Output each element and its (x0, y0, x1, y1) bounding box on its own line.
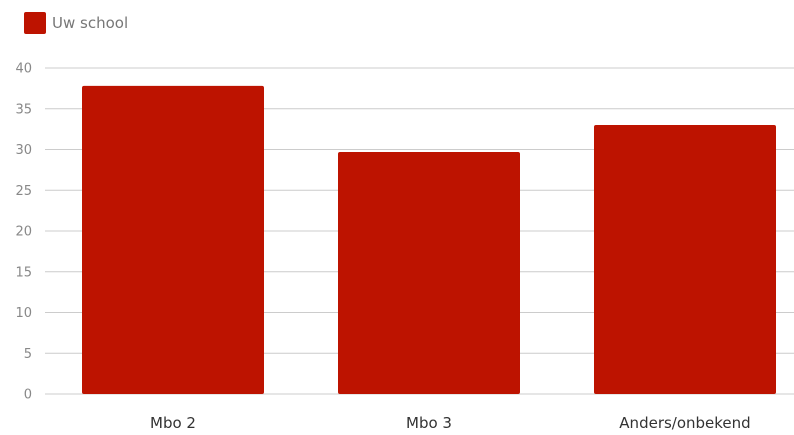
legend-label: Uw school (52, 14, 129, 32)
x-category-label: Anders/onbekend (619, 414, 750, 431)
bar-anders-onbekend (594, 125, 776, 395)
x-axis-categories: Mbo 2 Mbo 3 Anders/onbekend (150, 414, 751, 432)
y-tick-label: 20 (15, 225, 32, 240)
y-tick-label: 15 (15, 265, 32, 280)
y-tick-label: 5 (24, 347, 32, 362)
y-axis-ticks: 0 5 10 15 20 25 30 35 40 (15, 62, 32, 403)
x-category-label: Mbo 2 (150, 414, 196, 431)
y-tick-label: 40 (15, 62, 32, 77)
y-tick-label: 30 (15, 143, 32, 158)
y-tick-label: 0 (24, 388, 32, 403)
legend: Uw school (24, 12, 128, 34)
y-tick-label: 35 (15, 102, 32, 117)
bar-mbo-2 (82, 85, 264, 395)
bar-mbo-3 (338, 151, 520, 394)
y-tick-label: 25 (15, 184, 32, 199)
legend-swatch (24, 12, 46, 34)
x-category-label: Mbo 3 (406, 414, 452, 431)
bars (82, 85, 776, 395)
y-tick-label: 10 (15, 306, 32, 321)
